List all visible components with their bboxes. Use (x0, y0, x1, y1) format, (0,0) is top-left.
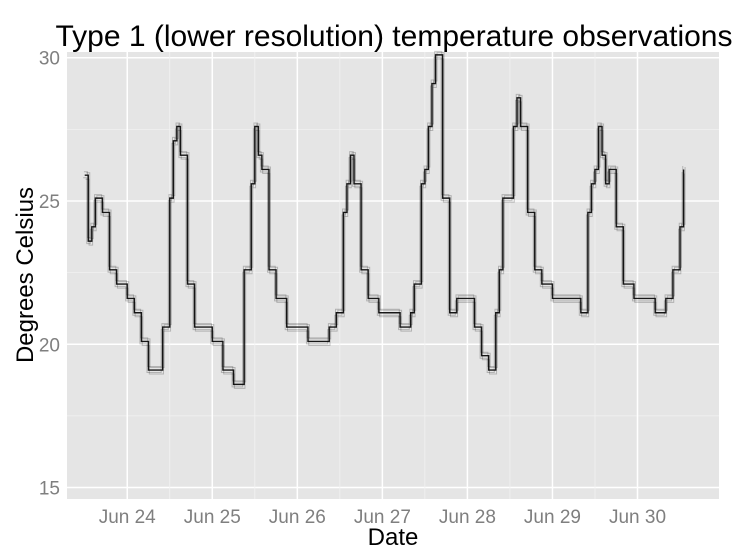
series-trace-faint (83, 56, 683, 388)
chart-title: Type 1 (lower resolution) temperature ob… (56, 20, 733, 53)
y-axis-title: Degrees Celsius (12, 187, 39, 363)
y-gridlines (67, 56, 719, 489)
series-trace-faint (85, 58, 685, 389)
x-tick-label: Jun 26 (269, 507, 326, 528)
x-axis-title: Date (368, 524, 419, 551)
x-tick-label: Jun 28 (439, 507, 496, 528)
y-tick-label: 20 (39, 335, 60, 356)
series-line-0 (84, 54, 685, 386)
plot-panel (67, 52, 719, 499)
y-tick-labels: 15 20 25 30 (39, 49, 60, 500)
x-tick-label: Jun 29 (524, 507, 581, 528)
series-lines (83, 50, 686, 389)
x-tick-label: Jun 25 (184, 507, 241, 528)
y-tick-label: 30 (39, 49, 60, 70)
y-tick-label: 25 (39, 192, 60, 213)
x-tick-label: Jun 30 (609, 507, 666, 528)
series-trace-faint (83, 50, 684, 382)
x-tick-label: Jun 27 (354, 507, 411, 528)
y-tick-label: 15 (39, 479, 60, 500)
x-tick-label: Jun 24 (99, 507, 156, 528)
x-tick-labels: Jun 24 Jun 25 Jun 26 Jun 27 Jun 28 Jun 29 Jun … (99, 507, 666, 528)
